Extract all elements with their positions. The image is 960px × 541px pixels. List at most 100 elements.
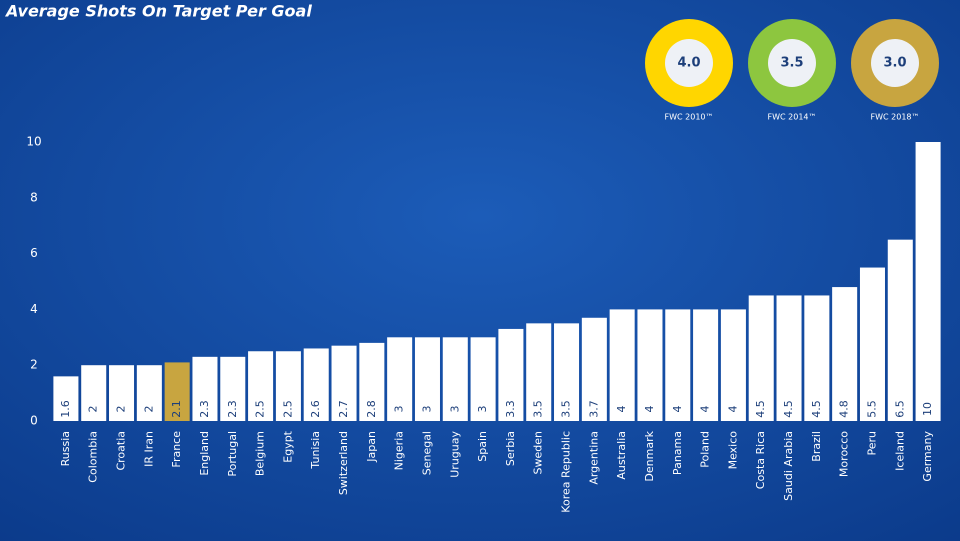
bar: [331, 345, 357, 421]
x-tick-label: Belgium: [254, 431, 267, 476]
badge-center: [768, 39, 816, 87]
badge-value: 3.5: [780, 56, 803, 71]
bar: [192, 356, 218, 421]
x-tick-label: Brazil: [810, 431, 823, 462]
x-tick-label: Poland: [699, 431, 712, 468]
bar: [609, 309, 635, 421]
x-tick-label: Australia: [615, 431, 628, 480]
value-label: 2: [142, 406, 155, 413]
x-tick-label: Switzerland: [337, 431, 350, 495]
value-label: 2.5: [281, 400, 294, 418]
badge-label: FWC 2014™: [768, 113, 817, 122]
x-tick-label: Uruguay: [448, 431, 461, 478]
value-label: 2.6: [309, 400, 322, 418]
y-tick-label: 6: [30, 246, 38, 260]
bar: [470, 337, 496, 421]
y-tick-label: 2: [30, 358, 38, 372]
x-tick-label: Senegal: [420, 431, 433, 475]
bar: [859, 267, 885, 421]
value-label: 4: [699, 406, 712, 413]
bar: [915, 142, 941, 421]
bar: [581, 317, 607, 421]
bar: [665, 309, 691, 421]
badge-center: [871, 39, 919, 87]
value-label: 10: [921, 402, 934, 416]
x-tick-label: Costa Rica: [754, 431, 767, 489]
value-label: 5.5: [865, 400, 878, 418]
value-label: 4: [726, 406, 739, 413]
bar: [414, 337, 440, 421]
value-label: 4.5: [754, 400, 767, 418]
y-tick-label: 0: [30, 414, 38, 428]
x-tick-label: IR Iran: [142, 431, 155, 467]
x-tick-label: Japan: [365, 431, 378, 463]
bar: [693, 309, 719, 421]
bar: [637, 309, 663, 421]
x-tick-label: Portugal: [226, 431, 239, 477]
bar: [359, 342, 385, 421]
badge-value: 3.0: [883, 56, 906, 71]
x-tick-label: England: [198, 431, 211, 476]
x-tick-label: Peru: [865, 431, 878, 456]
bar: [275, 351, 301, 421]
x-tick-label: Iceland: [893, 431, 906, 471]
value-label: 3.5: [532, 400, 545, 418]
bar: [554, 323, 580, 421]
value-label: 4.5: [810, 400, 823, 418]
y-tick-label: 10: [26, 135, 41, 149]
x-tick-label: Denmark: [643, 430, 656, 481]
bar: [804, 295, 830, 421]
bar: [526, 323, 552, 421]
x-tick-label: Egypt: [281, 430, 294, 462]
value-label: 2.7: [337, 400, 350, 418]
value-label: 3.5: [560, 400, 573, 418]
x-tick-label: Germany: [921, 431, 934, 482]
x-tick-label: Korea Republic: [560, 431, 573, 513]
value-label: 4.8: [838, 400, 851, 418]
bar: [109, 365, 135, 421]
x-tick-label: Sweden: [532, 431, 545, 474]
bar: [136, 365, 162, 421]
x-tick-label: Morocco: [838, 431, 851, 477]
y-tick-label: 4: [30, 302, 38, 316]
x-tick-label: Serbia: [504, 431, 517, 466]
bar: [776, 295, 802, 421]
bar: [748, 295, 774, 421]
badge-center: [665, 39, 713, 87]
value-label: 3.3: [504, 400, 517, 418]
value-label: 2: [115, 406, 128, 413]
x-tick-label: Nigeria: [393, 431, 406, 470]
value-label: 4.5: [782, 400, 795, 418]
value-label: 2.1: [170, 400, 183, 418]
value-label: 2.8: [365, 400, 378, 418]
value-label: 3: [393, 406, 406, 413]
value-label: 2.5: [254, 400, 267, 418]
badge-label: FWC 2010™: [665, 113, 714, 122]
bar: [220, 356, 246, 421]
x-tick-label: Russia: [59, 431, 72, 466]
bar: [442, 337, 468, 421]
x-tick-label: Tunisia: [309, 431, 322, 470]
chart-title: Average Shots On Target Per Goal: [4, 2, 312, 21]
value-label: 2.3: [226, 400, 239, 418]
badge-label: FWC 2018™: [871, 113, 920, 122]
bar: [832, 287, 858, 421]
bar: [303, 348, 329, 421]
x-tick-label: Panama: [671, 431, 684, 475]
value-label: 3: [476, 406, 489, 413]
bar: [81, 365, 107, 421]
badge-value: 4.0: [677, 56, 700, 71]
x-tick-label: Colombia: [87, 431, 100, 483]
value-label: 6.5: [893, 400, 906, 418]
value-label: 3: [448, 406, 461, 413]
x-tick-label: Argentina: [587, 431, 600, 485]
value-label: 4: [615, 406, 628, 413]
x-tick-label: Spain: [476, 431, 489, 462]
x-tick-label: Saudi Arabia: [782, 431, 795, 501]
bar: [248, 351, 274, 421]
value-label: 3: [420, 406, 433, 413]
x-tick-label: Croatia: [115, 431, 128, 471]
x-tick-label: Mexico: [726, 431, 739, 470]
